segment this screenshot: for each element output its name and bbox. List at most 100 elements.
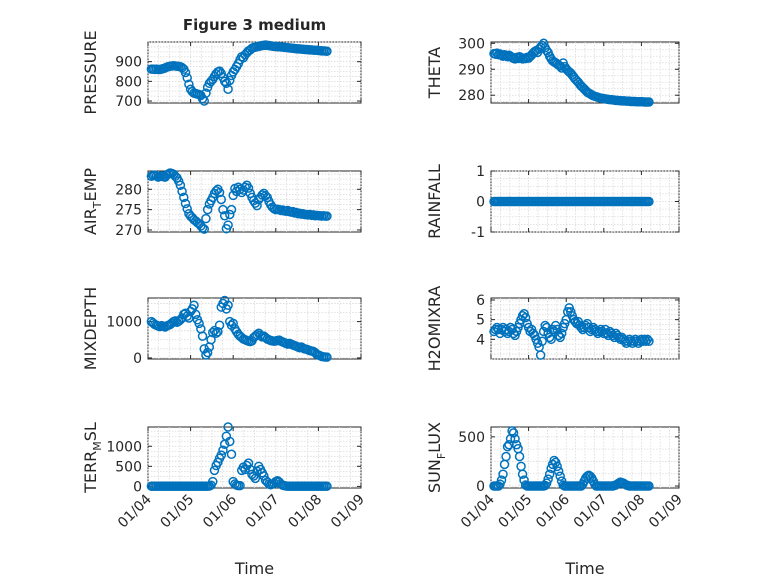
y-tick-label: 280	[458, 88, 485, 104]
data-point	[520, 312, 531, 323]
data-point	[194, 318, 204, 329]
data-point	[322, 352, 332, 362]
data-point	[322, 211, 332, 221]
x-axis-label: Time	[234, 559, 274, 578]
data-point	[226, 449, 237, 460]
data-point	[216, 450, 227, 460]
y-tick-label: -1	[471, 225, 485, 241]
grid-lines	[490, 298, 680, 360]
y-tick-label: 290	[458, 62, 485, 78]
data-point	[219, 76, 230, 87]
data-point	[202, 204, 213, 215]
data-point	[228, 318, 238, 329]
data-point	[514, 451, 525, 462]
data-point	[552, 461, 562, 472]
data-point	[182, 73, 192, 83]
data-point	[537, 336, 547, 347]
subplot-4: -1 0 1 RAINFALL	[425, 164, 680, 241]
y-tick-label: 1000	[106, 315, 142, 331]
data-point	[209, 465, 220, 476]
data-point	[219, 210, 230, 221]
data-point	[252, 200, 262, 211]
data-point	[190, 309, 201, 320]
data-point	[226, 204, 237, 215]
data-point	[322, 481, 332, 491]
subplot-3: 270 275 280 AIRTEMP	[81, 168, 362, 239]
data-point	[501, 451, 511, 462]
y-tick-label: 300	[458, 36, 485, 52]
data-point	[546, 334, 556, 345]
y-tick-label: 500	[115, 459, 142, 475]
y-axis-label: RAINFALL	[425, 164, 444, 239]
y-axis-label: MIXDEPTH	[81, 287, 100, 370]
y-tick-label: 1000	[106, 439, 142, 455]
data-point	[180, 198, 191, 209]
y-tick-label: 280	[115, 182, 142, 198]
data-point	[555, 61, 565, 71]
data-point	[175, 180, 186, 190]
grid-lines	[147, 427, 362, 488]
data-point	[223, 422, 233, 432]
x-axis-label: Time	[564, 559, 604, 578]
data-point	[225, 75, 235, 86]
data-point	[517, 469, 528, 479]
data-point	[582, 471, 593, 481]
y-tick-label: 700	[115, 94, 142, 110]
data-point	[496, 475, 507, 485]
data-point	[216, 194, 227, 205]
data-point	[201, 350, 211, 360]
subplot-2: 280 290 300 THETA	[425, 36, 680, 107]
data-point	[638, 336, 648, 347]
data-point	[214, 320, 225, 330]
data-point	[223, 220, 233, 230]
data-point	[243, 183, 254, 193]
data-point	[197, 331, 208, 341]
y-axis-label: PRESSURE	[81, 30, 100, 114]
data-point	[189, 300, 199, 311]
data-series	[489, 38, 654, 107]
y-axis-label: H2OMIXRA	[425, 286, 444, 372]
y-tick-label: 0	[133, 479, 142, 495]
data-point	[644, 97, 654, 107]
subplot-5: 0 1000 MIXDEPTH	[81, 287, 362, 370]
data-point	[199, 224, 209, 234]
data-point	[211, 328, 221, 338]
subplot-1: 700 800 900 PRESSURE Figure 3 medium	[81, 16, 362, 115]
data-series	[489, 426, 654, 491]
data-point	[541, 322, 552, 333]
data-series	[146, 168, 332, 234]
data-point	[223, 300, 233, 311]
data-point	[553, 60, 564, 70]
y-tick-label: 1	[476, 164, 485, 180]
y-tick-label: 500	[458, 430, 485, 446]
data-point	[576, 481, 586, 491]
grid-lines	[147, 298, 362, 359]
data-point	[540, 320, 550, 331]
data-point	[508, 428, 519, 438]
y-tick-label: 270	[115, 223, 142, 239]
data-point	[322, 46, 332, 56]
y-tick-label: 4	[476, 332, 485, 348]
data-point	[535, 350, 546, 360]
data-point	[213, 327, 223, 337]
y-tick-label: 800	[115, 74, 142, 90]
data-point	[218, 445, 228, 456]
y-axis-label: TERRMSL	[81, 422, 104, 494]
data-series	[489, 303, 654, 360]
data-series	[146, 422, 332, 491]
data-point	[235, 480, 245, 491]
data-point	[644, 336, 654, 347]
y-tick-label: 900	[115, 55, 142, 71]
data-series	[489, 196, 654, 207]
y-tick-label: 0	[476, 479, 485, 495]
data-point	[584, 470, 594, 480]
data-point	[208, 476, 218, 487]
y-axis-label: SUNFLUX	[425, 422, 448, 493]
data-point	[214, 187, 225, 198]
data-point	[180, 67, 191, 78]
chart-title: Figure 3 medium	[183, 16, 326, 34]
data-point	[182, 204, 192, 214]
subplot-6: 4 5 6 H2OMIXRA	[425, 286, 680, 372]
